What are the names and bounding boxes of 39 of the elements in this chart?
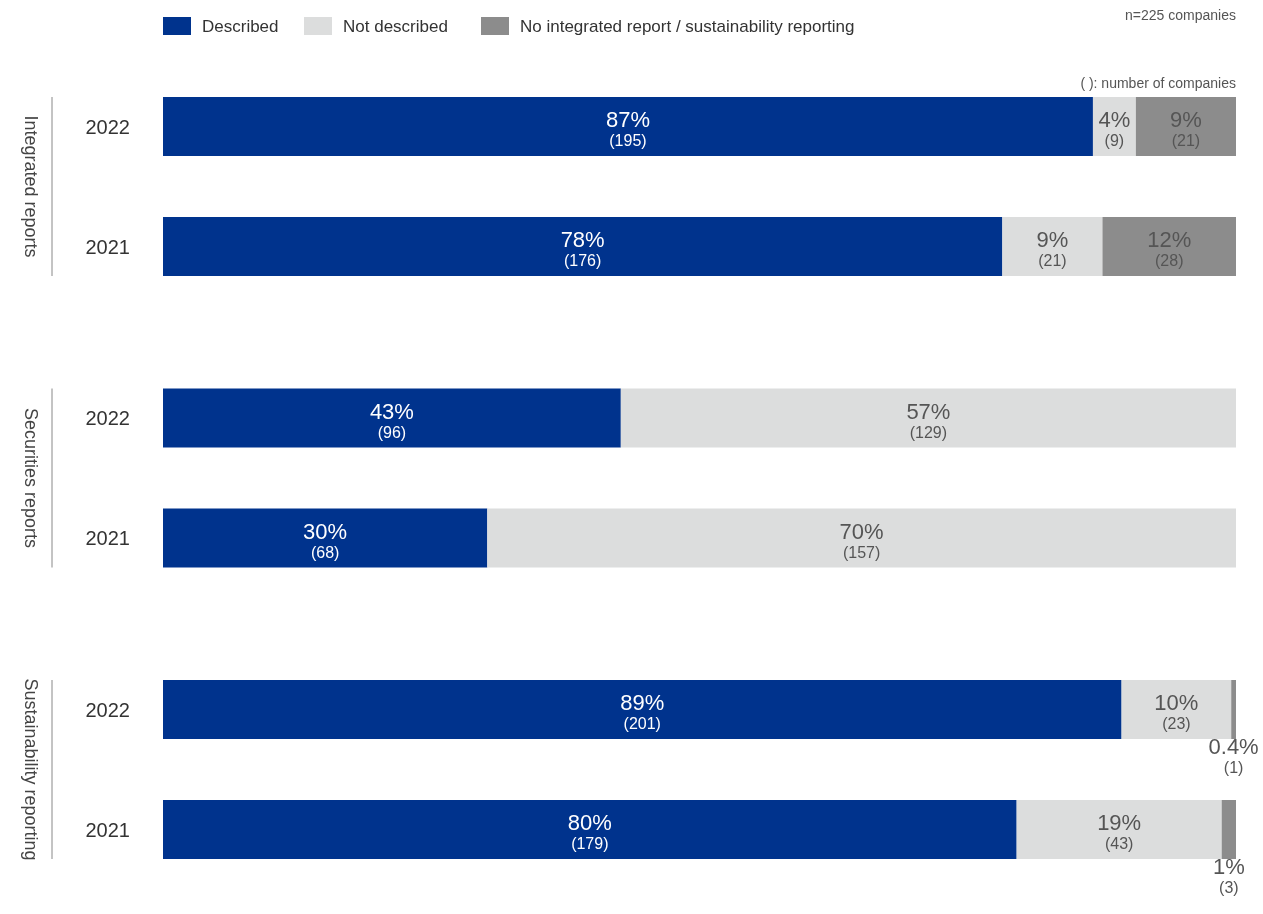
bar — [1135, 97, 1236, 156]
data-label: 87% (195) — [605, 107, 650, 149]
y-axis-title: Sustainability reporting — [21, 678, 41, 861]
data-label: 89% (201) — [620, 690, 665, 732]
bar — [163, 217, 1003, 276]
bar — [1016, 800, 1222, 859]
data-label: 1% (3) — [1212, 854, 1245, 896]
bar — [1102, 217, 1236, 276]
y-axis-title: Securities reports — [21, 407, 41, 549]
legend-label: Not described — [343, 17, 448, 36]
bar — [1002, 217, 1103, 276]
bar — [163, 800, 1017, 859]
bar — [1231, 680, 1236, 739]
legend-label: No integrated report / sustainability reporting — [520, 17, 855, 36]
data-label: 19% (43) — [1097, 810, 1142, 852]
data-label: 0.4% (1) — [1208, 734, 1259, 776]
data-label: 43% (96) — [369, 398, 414, 441]
text: n=225 companies — [1125, 7, 1236, 23]
legend-label: Described — [202, 17, 279, 36]
data-label: 10% (23) — [1154, 690, 1199, 732]
data-label: 80% (179) — [567, 810, 612, 852]
bar — [163, 680, 1122, 739]
y-tick-label: 2021 — [85, 527, 130, 549]
y-tick-label: 2022 — [85, 698, 130, 721]
y-tick-label: 2022 — [85, 407, 130, 429]
data-label: 9% (21) — [1036, 227, 1069, 269]
annotation: ( ): number of companies — [1080, 75, 1236, 91]
bar — [1121, 680, 1232, 739]
data-label: 4% (9) — [1098, 107, 1131, 149]
data-label: 30% (68) — [303, 518, 348, 561]
y-tick-label: 2021 — [85, 818, 130, 841]
data-label: 70% (157) — [839, 518, 884, 561]
data-label: 57% (129) — [906, 398, 951, 441]
y-tick-label: 2021 — [85, 235, 130, 258]
y-tick-label: 2022 — [85, 115, 130, 138]
bar — [1221, 800, 1236, 859]
bar — [163, 97, 1093, 156]
data-label: 78% (176) — [560, 227, 605, 269]
y-axis-title: Integrated reports — [21, 115, 41, 258]
